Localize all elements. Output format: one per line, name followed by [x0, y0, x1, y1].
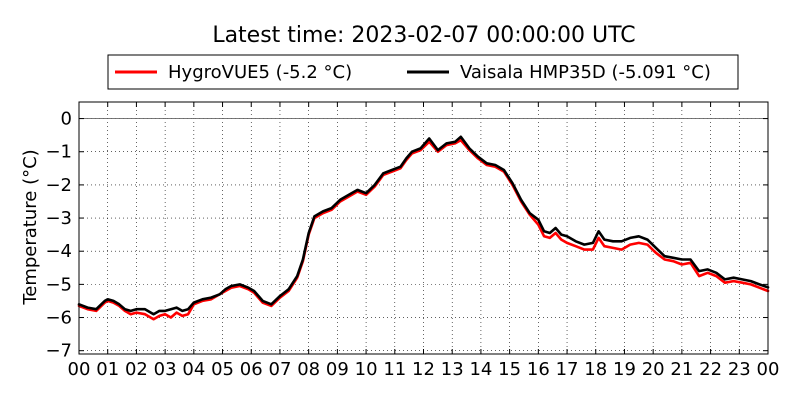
- chart-title: Latest time: 2023-02-07 00:00:00 UTC: [212, 23, 635, 48]
- x-tick-label: 00: [757, 359, 780, 380]
- x-tick-label: 16: [527, 359, 550, 380]
- x-tick-label: 06: [240, 359, 263, 380]
- y-axis-tick-labels: 0 −1 −2 −3 −4 −5 −6 −7: [45, 109, 72, 362]
- y-tick-label: −3: [45, 208, 72, 229]
- y-tick-label: −7: [45, 341, 72, 362]
- x-tick-label: 20: [642, 359, 665, 380]
- x-tick-label: 04: [182, 359, 205, 380]
- legend-label-hygrovue: HygroVUE5 (-5.2 °C): [168, 62, 352, 83]
- x-tick-label: 00: [68, 359, 91, 380]
- x-tick-label: 21: [670, 359, 693, 380]
- x-tick-label: 05: [211, 359, 234, 380]
- x-tick-label: 18: [584, 359, 607, 380]
- x-tick-label: 08: [297, 359, 320, 380]
- x-tick-label: 09: [326, 359, 349, 380]
- x-tick-label: 14: [469, 359, 492, 380]
- y-tick-label: −4: [45, 241, 72, 262]
- legend: HygroVUE5 (-5.2 °C) Vaisala HMP35D (-5.0…: [107, 54, 739, 90]
- x-tick-label: 01: [96, 359, 119, 380]
- x-tick-label: 03: [154, 359, 177, 380]
- data-series: [77, 135, 770, 321]
- axis-ticks: [78, 102, 769, 354]
- x-tick-label: 12: [412, 359, 435, 380]
- y-axis-label: Temperature (°C): [20, 149, 41, 305]
- x-tick-label: 07: [269, 359, 292, 380]
- x-tick-label: 13: [441, 359, 464, 380]
- series-line-vaisala: [77, 135, 770, 316]
- y-tick-label: 0: [61, 109, 72, 130]
- y-tick-label: −2: [45, 175, 72, 196]
- x-tick-label: 10: [355, 359, 378, 380]
- legend-label-vaisala: Vaisala HMP35D (-5.091 °C): [460, 62, 711, 83]
- x-tick-label: 11: [383, 359, 406, 380]
- x-tick-label: 17: [556, 359, 579, 380]
- y-tick-label: −5: [45, 274, 72, 295]
- y-tick-label: −1: [45, 142, 72, 163]
- x-tick-label: 19: [613, 359, 636, 380]
- y-tick-label: −6: [45, 308, 72, 329]
- x-tick-label: 02: [125, 359, 148, 380]
- x-axis-tick-labels: 00 01 02 03 04 05 06 07 08 09 10 11 12 13 14 15 16 17 18 19…: [68, 359, 780, 380]
- x-tick-label: 23: [728, 359, 751, 380]
- x-tick-label: 22: [699, 359, 722, 380]
- x-tick-label: 15: [498, 359, 521, 380]
